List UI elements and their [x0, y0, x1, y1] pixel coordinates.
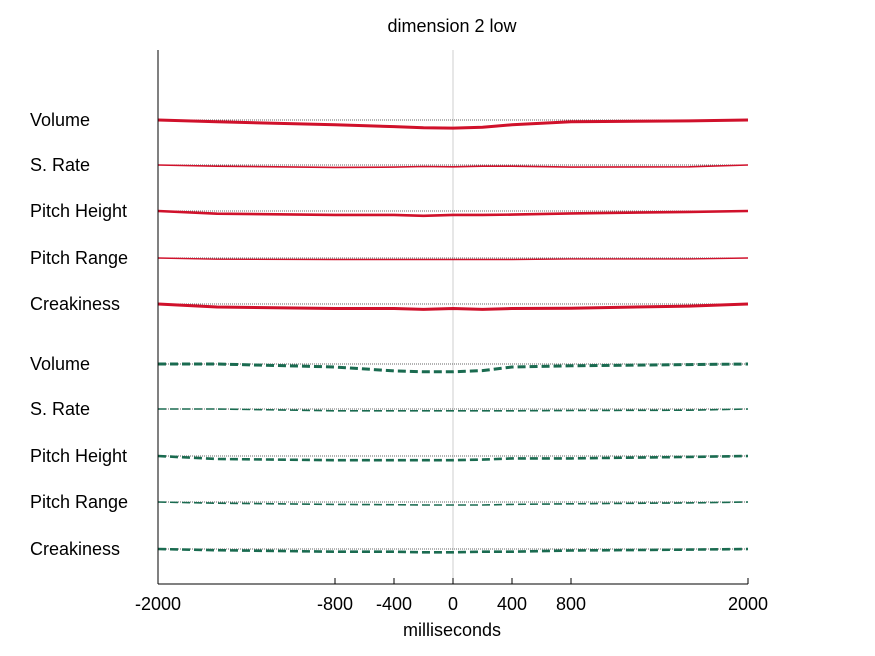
series-line — [157, 501, 749, 506]
series-label: Pitch Height — [30, 446, 127, 466]
series-label: Volume — [30, 110, 90, 130]
x-tick-label: -400 — [376, 594, 412, 614]
x-ticks: -2000 -800 -400 0 400 800 2000 — [135, 578, 768, 614]
x-tick-label: 400 — [497, 594, 527, 614]
series-line — [157, 257, 749, 261]
x-tick-label: -800 — [317, 594, 353, 614]
series-label: Creakiness — [30, 539, 120, 559]
x-axis-label: milliseconds — [403, 620, 501, 640]
series-label: Pitch Height — [30, 201, 127, 221]
x-tick-label: -2000 — [135, 594, 181, 614]
plot-area — [157, 50, 749, 584]
series-label: S. Rate — [30, 155, 90, 175]
series-label: S. Rate — [30, 399, 90, 419]
series-label: Volume — [30, 354, 90, 374]
series-label: Pitch Range — [30, 492, 128, 512]
series-line — [157, 454, 749, 462]
series-line — [158, 408, 749, 412]
series-label: Creakiness — [30, 294, 120, 314]
series-line — [157, 209, 749, 218]
x-tick-label: 2000 — [728, 594, 768, 614]
series-line — [157, 302, 749, 311]
series-line — [157, 547, 749, 554]
series-line — [157, 118, 749, 130]
series-labels: Volume S. Rate Pitch Height Pitch Range Crea… — [30, 110, 128, 559]
series-line — [158, 362, 749, 374]
x-tick-label: 800 — [556, 594, 586, 614]
x-tick-label: 0 — [448, 594, 458, 614]
series-label: Pitch Range — [30, 248, 128, 268]
chart-title: dimension 2 low — [387, 16, 517, 36]
series-line — [157, 164, 749, 169]
